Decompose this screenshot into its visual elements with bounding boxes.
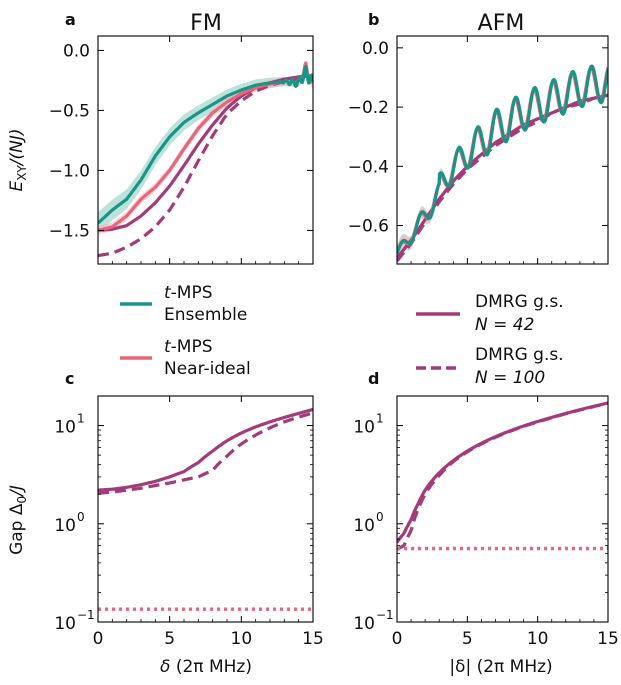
y-tick-exp-c: 1 bbox=[77, 412, 85, 426]
legend-item-near-ideal: t-MPS Near-ideal bbox=[120, 337, 251, 379]
y-tick-exp-d: 0 bbox=[376, 510, 384, 524]
svg-text:t-MPS: t-MPS bbox=[164, 337, 213, 357]
ylabel-a-sub: XY bbox=[15, 165, 29, 181]
ylabel-c-pre: Gap Δ bbox=[7, 503, 27, 555]
ylabel-c-post: /J bbox=[7, 485, 27, 498]
legend: t-MPS Ensemble t-MPS Near-ideal DMRG g.s… bbox=[120, 283, 564, 388]
panel-a: a FM 0.0 −0.5 −1.0 −1.5 EXY/(NJ) bbox=[7, 10, 314, 265]
legend-near-ideal-t: t bbox=[164, 337, 172, 357]
svg-text:t-MPS: t-MPS bbox=[164, 283, 213, 303]
x-axis-label-c: δ (2π MHz) bbox=[160, 657, 252, 677]
plot-area-b: 0.0 −0.2 −0.4 −0.6 bbox=[348, 35, 609, 265]
panel-letter-c: c bbox=[65, 369, 74, 388]
y-tick-label-c: 10 bbox=[54, 614, 76, 634]
series-line-dmrg42-d bbox=[397, 401, 608, 544]
plot-area-a: 0.0 −0.5 −1.0 −1.5 bbox=[49, 35, 314, 265]
y-tick-label-a: −1.5 bbox=[49, 221, 90, 241]
legend-ensemble-mps: -MPS bbox=[171, 283, 213, 303]
panel-title-a: FM bbox=[190, 11, 222, 36]
x-tick-label-d-15: 15 bbox=[597, 629, 619, 649]
series-line-near_ideal-b bbox=[397, 66, 608, 254]
y-tick-label-b: −0.6 bbox=[348, 217, 389, 237]
legend-near-ideal-label: Near-ideal bbox=[164, 359, 251, 379]
x-tick-label-d-0: 0 bbox=[392, 629, 403, 649]
series-line-dmrg42-b bbox=[397, 93, 608, 260]
y-tick-label-a: −0.5 bbox=[49, 101, 90, 121]
legend-item-dmrg42: DMRG g.s. N = 42 bbox=[416, 292, 564, 335]
y-tick-exp-c: −1 bbox=[77, 608, 95, 622]
x-tick-label-d-5: 5 bbox=[462, 629, 473, 649]
ylabel-c-sub: 0 bbox=[15, 496, 29, 504]
svg-text:EXY/(NJ): EXY/(NJ) bbox=[7, 128, 29, 191]
legend-ensemble-t: t bbox=[164, 283, 172, 303]
panel-title-b: AFM bbox=[478, 11, 525, 36]
series-group-b bbox=[397, 64, 608, 262]
y-axis-label-c: Gap Δ0/J bbox=[7, 485, 29, 555]
x-tick-label-c-10: 10 bbox=[231, 629, 253, 649]
axes-frame-a bbox=[97, 35, 314, 265]
y-tick-label-c: 10 bbox=[54, 418, 76, 438]
legend-item-ensemble: t-MPS Ensemble bbox=[120, 283, 247, 325]
y-tick-label-c: 10 bbox=[54, 516, 76, 536]
y-tick-exp-d: 1 bbox=[376, 412, 384, 426]
x-tick-label-c-0: 0 bbox=[93, 629, 104, 649]
y-tick-label-d: 10 bbox=[353, 516, 375, 536]
y-tick-label-b: 0.0 bbox=[362, 39, 389, 59]
y-tick-label-b: −0.2 bbox=[348, 98, 389, 118]
panel-b: b AFM 0.0 −0.2 −0.4 −0.6 bbox=[348, 10, 609, 265]
series-line-dmrg42-c bbox=[98, 407, 313, 492]
xlabel-c-sym: δ bbox=[160, 657, 170, 677]
y-tick-exp-c: 0 bbox=[77, 510, 85, 524]
panel-letter-b: b bbox=[368, 10, 379, 29]
panel-letter-d: d bbox=[368, 369, 379, 388]
ylabel-a-rest: /(NJ) bbox=[7, 128, 27, 167]
axes-frame-c bbox=[97, 395, 314, 623]
x-axis-label-d: |δ| (2π MHz) bbox=[449, 657, 552, 677]
legend-ensemble-label: Ensemble bbox=[164, 305, 247, 325]
legend-item-dmrg100: DMRG g.s. N = 100 bbox=[416, 345, 564, 388]
y-tick-label-d: 10 bbox=[353, 418, 375, 438]
legend-near-ideal-mps: -MPS bbox=[171, 337, 213, 357]
y-tick-label-b: −0.4 bbox=[348, 157, 389, 177]
x-tick-label-d-10: 10 bbox=[527, 629, 549, 649]
legend-dmrg42-line1: DMRG g.s. bbox=[475, 292, 564, 312]
legend-dmrg100-line2: N = 100 bbox=[475, 368, 545, 388]
y-tick-label-a: 0.0 bbox=[63, 41, 90, 61]
xlabel-c-rest: (2π MHz) bbox=[170, 657, 252, 677]
y-tick-label-d: 10 bbox=[353, 614, 375, 634]
series-group-c bbox=[98, 407, 313, 611]
axes-frame-d bbox=[396, 395, 609, 623]
svg-text:Gap Δ0/J: Gap Δ0/J bbox=[7, 485, 29, 555]
series-line-ensemble-a bbox=[98, 65, 313, 225]
y-axis-label-a: EXY/(NJ) bbox=[7, 128, 29, 191]
legend-dmrg42-line2: N = 42 bbox=[475, 315, 534, 335]
series-group-d bbox=[397, 401, 608, 551]
series-line-ensemble-b bbox=[397, 64, 608, 255]
series-group-a bbox=[98, 61, 313, 258]
series-line-dmrg100-c bbox=[98, 411, 313, 495]
y-tick-label-a: −1.0 bbox=[49, 161, 90, 181]
series-line-dmrg100-d bbox=[397, 401, 608, 551]
series-line-dmrg100-b bbox=[397, 93, 608, 262]
panel-letter-a: a bbox=[65, 10, 76, 29]
axes-frame-b bbox=[396, 35, 609, 265]
legend-dmrg100-line1: DMRG g.s. bbox=[475, 345, 564, 365]
x-tick-label-c-5: 5 bbox=[164, 629, 175, 649]
ylabel-a-main: E bbox=[7, 181, 27, 192]
series-line-dmrg42-a bbox=[98, 74, 313, 232]
x-tick-label-c-15: 15 bbox=[302, 629, 324, 649]
y-tick-exp-d: −1 bbox=[376, 608, 394, 622]
